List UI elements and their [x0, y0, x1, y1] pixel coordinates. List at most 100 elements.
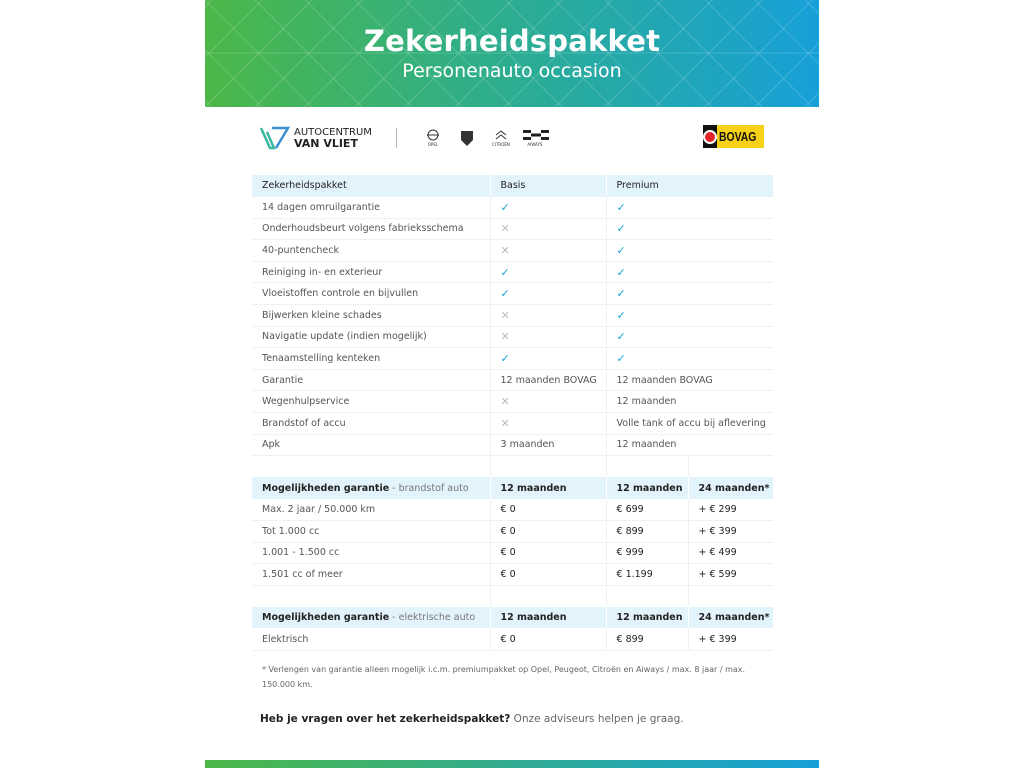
document-page: Zekerheidspakket Personenauto occasion A… — [205, 0, 819, 768]
table-row: Garantie 12 maanden BOVAG 12 maanden BOVAG — [252, 369, 773, 392]
header-cell: Mogelijkheden garantie - brandstof auto — [252, 477, 490, 499]
table-row: Max. 2 jaar / 50.000 km € 0 € 699 + € 299 — [252, 498, 773, 521]
check-icon: ✓ — [489, 282, 606, 306]
table-cell: Tot 1.000 cc — [252, 520, 490, 543]
header-banner: Zekerheidspakket Personenauto occasion — [205, 0, 819, 107]
table-cell: Volle tank of accu bij aflevering — [605, 412, 773, 435]
logo-bar: AUTOCENTRUM VAN VLIET OPEL CITROËN AIWAYS — [260, 124, 549, 152]
price-cell: + € 299 — [687, 498, 773, 521]
table-cell: 12 maanden BOVAG — [605, 369, 773, 392]
check-icon: ✓ — [605, 218, 773, 241]
table-row: Bijwerken kleine schades ✕ ✓ — [252, 304, 773, 327]
check-icon: ✓ — [605, 304, 773, 327]
table-row: 40-puntencheck ✕ ✓ — [252, 239, 773, 262]
table-cell: Vloeistoffen controle en bijvullen — [252, 282, 490, 306]
check-icon: ✓ — [489, 261, 606, 284]
table-row: Vloeistoffen controle en bijvullen ✓ ✓ — [252, 282, 773, 306]
table-cell: Elektrisch — [252, 628, 490, 651]
header-cell: 24 maanden* — [687, 606, 773, 629]
price-cell: € 0 — [489, 628, 606, 651]
table-row: Elektrisch € 0 € 899 + € 399 — [252, 628, 773, 651]
header-cell: 12 maanden — [489, 606, 606, 629]
footnote: * Verlengen van garantie alleen mogelijk… — [262, 665, 746, 689]
check-icon: ✓ — [489, 347, 606, 370]
price-cell: € 0 — [489, 542, 606, 565]
table-cell: 14 dagen omruilgarantie — [252, 196, 490, 219]
triangle-pattern — [205, 0, 819, 107]
table-row: Brandstof of accu ✕ Volle tank of accu bij… — [252, 412, 773, 435]
table-header-row: Mogelijkheden garantie - elektrische aut… — [252, 606, 773, 629]
spacer-row — [252, 585, 773, 607]
table-cell: 12 maanden — [605, 390, 773, 414]
header-cell: Mogelijkheden garantie - elektrische aut… — [252, 606, 490, 629]
table-cell: Max. 2 jaar / 50.000 km — [252, 498, 490, 521]
dealer-logo: AUTOCENTRUM VAN VLIET — [260, 126, 372, 150]
check-icon: ✓ — [489, 196, 606, 219]
table-row: Apk 3 maanden 12 maanden — [252, 434, 773, 457]
check-icon: ✓ — [605, 347, 773, 370]
table-row: 1.001 - 1.500 cc € 0 € 999 + € 499 — [252, 542, 773, 565]
page-subtitle: Personenauto occasion — [402, 60, 622, 82]
price-cell: + € 599 — [687, 563, 773, 586]
table-cell: 40-puntencheck — [252, 239, 490, 262]
cross-icon: ✕ — [489, 326, 606, 349]
table-header-row: Zekerheidspakket Basis Premium — [252, 175, 773, 197]
table-row: Wegenhulpservice ✕ 12 maanden — [252, 390, 773, 414]
footer-bar — [205, 760, 819, 768]
table-cell: 3 maanden — [489, 434, 606, 457]
price-cell: + € 399 — [687, 628, 773, 651]
price-cell: € 999 — [605, 542, 688, 565]
price-cell: € 899 — [605, 520, 688, 543]
price-cell: € 0 — [489, 563, 606, 586]
v7-logo-icon — [260, 126, 290, 150]
table-cell: Bijwerken kleine schades — [252, 304, 490, 327]
page-title: Zekerheidspakket — [363, 24, 661, 58]
price-cell: + € 499 — [687, 542, 773, 565]
price-cell: € 0 — [489, 520, 606, 543]
price-cell: € 0 — [489, 498, 606, 521]
table-cell: Garantie — [252, 369, 490, 392]
header-cell: 12 maanden — [605, 606, 688, 629]
bovag-logo: BOVAG — [703, 125, 764, 148]
table-cell: Navigatie update (indien mogelijk) — [252, 326, 490, 349]
divider — [395, 128, 397, 148]
check-icon: ✓ — [605, 239, 773, 262]
table-cell: Apk — [252, 434, 490, 457]
header-cell: Premium — [605, 175, 773, 197]
peugeot-logo — [455, 129, 479, 148]
spacer-row — [252, 455, 773, 478]
table-cell: Tenaamstelling kenteken — [252, 347, 490, 370]
table-row: Navigatie update (indien mogelijk) ✕ ✓ — [252, 326, 773, 349]
cross-icon: ✕ — [489, 239, 606, 262]
table-row: Reiniging in- en exterieur ✓ ✓ — [252, 261, 773, 284]
opel-logo: OPEL — [421, 129, 445, 147]
header-cell: 24 maanden* — [687, 477, 773, 499]
table-cell: 1.501 cc of meer — [252, 563, 490, 586]
table-header-row: Mogelijkheden garantie - brandstof auto 1… — [252, 477, 773, 499]
table-cell: Wegenhulpservice — [252, 390, 490, 414]
price-cell: + € 399 — [687, 520, 773, 543]
table-row: Tot 1.000 cc € 0 € 899 + € 399 — [252, 520, 773, 543]
header-cell: Zekerheidspakket — [252, 175, 490, 197]
check-icon: ✓ — [605, 326, 773, 349]
table-row: Tenaamstelling kenteken ✓ ✓ — [252, 347, 773, 370]
header-cell: Basis — [489, 175, 606, 197]
table-row: 14 dagen omruilgarantie ✓ ✓ — [252, 196, 773, 219]
table-row: Onderhoudsbeurt volgens fabrieksschema ✕ ✓ — [252, 218, 773, 241]
table-cell: Reiniging in- en exterieur — [252, 261, 490, 284]
table-cell: Brandstof of accu — [252, 412, 490, 435]
header-cell: 12 maanden — [489, 477, 606, 499]
header-cell: 12 maanden — [605, 477, 688, 499]
cross-icon: ✕ — [489, 304, 606, 327]
cross-icon: ✕ — [489, 218, 606, 241]
check-icon: ✓ — [605, 282, 773, 306]
aiways-logo: AIWAYS — [522, 129, 549, 147]
dealer-name-line1: AUTOCENTRUM — [294, 127, 372, 138]
dealer-name-line2: VAN VLIET — [294, 137, 358, 150]
price-cell: € 899 — [605, 628, 688, 651]
price-cell: € 699 — [605, 498, 688, 521]
table-cell: 12 maanden BOVAG — [489, 369, 606, 392]
table-cell: 1.001 - 1.500 cc — [252, 542, 490, 565]
check-icon: ✓ — [605, 261, 773, 284]
price-cell: € 1.199 — [605, 563, 688, 586]
